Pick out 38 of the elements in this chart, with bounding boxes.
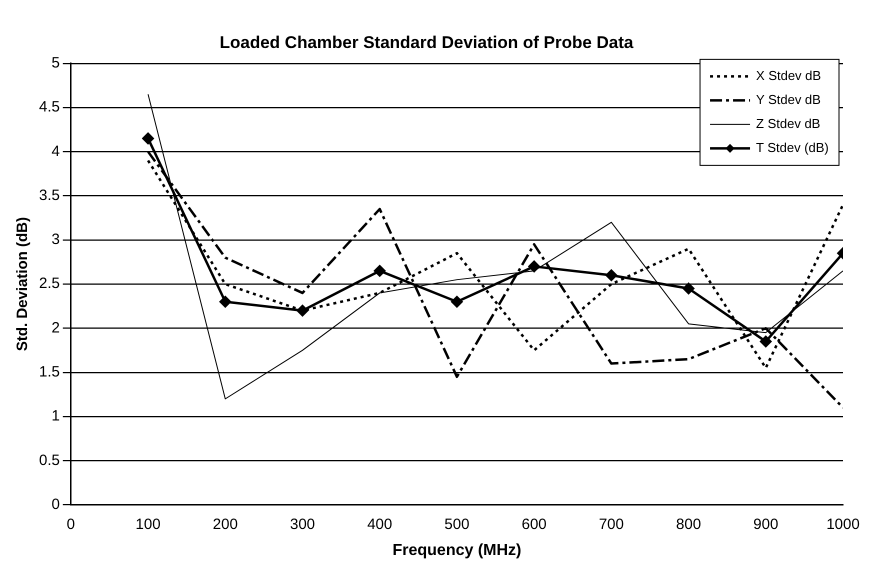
x-tick-label: 300 [290, 516, 316, 533]
point [760, 336, 772, 348]
point [142, 132, 154, 144]
y-axis-title: Std. Deviation (dB) [14, 217, 32, 352]
x-tick-label: 400 [367, 516, 392, 533]
chart-title: Loaded Chamber Standard Deviation of Probe Data [220, 32, 634, 52]
x-axis-title: Frequency (MHz) [392, 542, 522, 559]
x-tick-label: 600 [522, 516, 547, 533]
y-tick-label: 4 [52, 142, 60, 160]
point [528, 260, 540, 272]
point [682, 282, 694, 294]
x-tick-label: 800 [676, 516, 702, 533]
y-tick-label: 3 [52, 231, 60, 248]
point [296, 304, 308, 316]
legend-label: T Stdev (dB) [756, 140, 829, 155]
legend-label: Z Stdev dB [756, 116, 820, 131]
point [606, 270, 618, 282]
y-tick-label: 3.5 [38, 186, 60, 204]
y-tick-label: 2 [52, 319, 60, 336]
x-tick-label: 500 [444, 516, 470, 533]
y-tick-label: 5 [52, 54, 60, 72]
point [451, 296, 463, 308]
x-tick-label: 0 [66, 516, 76, 533]
point [220, 296, 232, 308]
y-tick-label: 1.5 [38, 364, 60, 381]
y-tick-label: 0.5 [38, 452, 60, 469]
x-tick-label: 900 [753, 516, 778, 533]
legend-label: Y Stdev dB [756, 92, 821, 107]
y-tick-label: 2.5 [38, 275, 60, 292]
x-tick-label: 200 [212, 516, 238, 533]
x-tick-label: 700 [598, 516, 624, 533]
y-tick-label: 4.5 [38, 98, 60, 116]
x-tick-label: 100 [136, 516, 161, 533]
y-tick-label: 1 [52, 408, 60, 425]
legend-label: X Stdev dB [756, 68, 822, 83]
y-tick-label: 0 [52, 496, 60, 513]
point [374, 265, 386, 277]
x-tick-label: 1000 [826, 516, 860, 533]
